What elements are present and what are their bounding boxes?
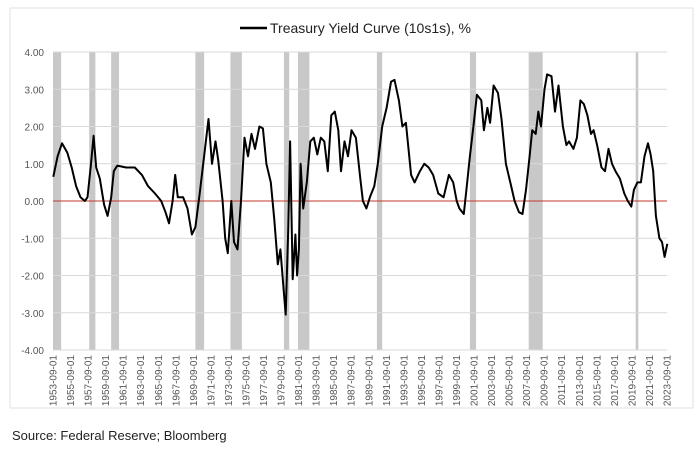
- y-tick-label: 3.00: [25, 85, 45, 96]
- x-tick-label: 1967-09-01: [171, 355, 182, 407]
- y-tick-label: -1.00: [21, 234, 44, 245]
- x-tick-label: 1975-09-01: [241, 355, 252, 407]
- x-tick-label: 1997-09-01: [434, 355, 445, 407]
- series-line-yield-curve: [52, 73, 669, 316]
- x-tick-label: 1971-09-01: [206, 355, 217, 407]
- x-tick-label: 1965-09-01: [154, 355, 165, 407]
- x-tick-label: 2019-09-01: [627, 355, 638, 407]
- x-tick-label: 1979-09-01: [277, 355, 288, 407]
- x-tick-label: 1991-09-01: [382, 355, 393, 407]
- source-note: Source: Federal Reserve; Bloomberg: [12, 428, 227, 443]
- chart-frame: [9, 7, 694, 409]
- legend-label: Treasury Yield Curve (10s1s), %: [270, 20, 471, 36]
- x-tick-label: 2009-09-01: [540, 355, 551, 407]
- x-tick-label: 1981-09-01: [294, 355, 305, 407]
- x-tick-label: 1983-09-01: [312, 355, 323, 407]
- x-tick-label: 1989-09-01: [364, 355, 375, 407]
- x-tick-label: 1963-09-01: [136, 355, 147, 407]
- y-tick-label: 1.00: [25, 160, 45, 171]
- x-tick-label: 1995-09-01: [417, 355, 428, 407]
- x-tick-label: 2011-09-01: [557, 355, 568, 406]
- x-tick-label: 2023-09-01: [663, 355, 674, 407]
- x-tick-label: 1985-09-01: [329, 355, 340, 407]
- y-tick-label: 2.00: [25, 123, 45, 134]
- x-tick-label: 2001-09-01: [470, 355, 481, 407]
- x-tick-label: 1959-09-01: [101, 355, 112, 407]
- x-tick-label: 1955-09-01: [66, 355, 77, 407]
- y-tick-label: -2.00: [21, 272, 44, 283]
- x-tick-label: 2007-09-01: [522, 355, 533, 407]
- x-tick-label: 1973-09-01: [224, 355, 235, 407]
- y-tick-label: -3.00: [21, 309, 44, 320]
- x-tick-label: 2003-09-01: [487, 355, 498, 407]
- y-tick-label: 4.00: [25, 48, 45, 59]
- x-tick-label: 2017-09-01: [610, 355, 621, 407]
- x-tick-label: 2015-09-01: [592, 355, 603, 407]
- x-tick-label: 1961-09-01: [119, 355, 130, 407]
- x-tick-label: 1953-09-01: [49, 355, 60, 407]
- x-tick-label: 2021-09-01: [645, 355, 656, 407]
- x-tick-label: 2005-09-01: [505, 355, 516, 407]
- x-tick-label: 1957-09-01: [84, 355, 95, 407]
- x-tick-label: 1977-09-01: [259, 355, 270, 407]
- x-tick-label: 1993-09-01: [399, 355, 410, 407]
- x-tick-label: 1987-09-01: [347, 355, 358, 407]
- y-tick-label: -4.00: [21, 346, 44, 357]
- x-tick-label: 2013-09-01: [575, 355, 586, 407]
- y-tick-label: 0.00: [25, 197, 45, 208]
- legend: Treasury Yield Curve (10s1s), %: [240, 20, 471, 36]
- x-tick-label: 1999-09-01: [452, 355, 463, 407]
- x-tick-label: 1969-09-01: [189, 355, 200, 407]
